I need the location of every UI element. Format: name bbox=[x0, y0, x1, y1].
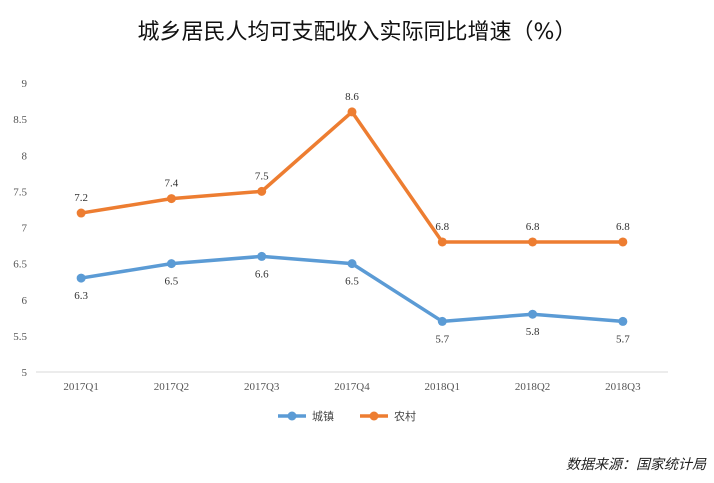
y-tick-label: 7 bbox=[22, 223, 28, 235]
x-tick-label: 2017Q2 bbox=[154, 381, 189, 393]
source-note: 数据来源：国家统计局 bbox=[566, 457, 706, 473]
legend-marker bbox=[369, 411, 379, 421]
series-lines bbox=[79, 110, 625, 324]
data-point bbox=[437, 316, 447, 326]
data-point bbox=[347, 107, 357, 117]
x-tick-label: 2017Q3 bbox=[244, 381, 280, 393]
x-tick-label: 2017Q4 bbox=[334, 381, 370, 393]
data-point bbox=[76, 208, 86, 218]
x-tick-label: 2017Q1 bbox=[63, 381, 98, 393]
y-tick-label: 6 bbox=[22, 295, 28, 307]
data-points bbox=[76, 107, 628, 326]
data-point bbox=[166, 194, 176, 204]
data-point bbox=[618, 316, 628, 326]
legend-label: 城镇 bbox=[312, 409, 334, 423]
data-point bbox=[528, 237, 538, 247]
data-label: 7.4 bbox=[165, 178, 179, 190]
x-tick-label: 2018Q3 bbox=[605, 381, 641, 393]
data-label: 7.2 bbox=[74, 192, 88, 204]
data-label: 5.7 bbox=[435, 333, 449, 345]
data-label: 6.8 bbox=[616, 221, 630, 233]
y-tick-label: 7.5 bbox=[13, 186, 27, 198]
y-tick-label: 5 bbox=[22, 367, 28, 379]
data-labels: 6.3 6.5 6.6 6.5 5.7 5.8 5.7 7.2 7.4 7.5 8.6 6.8 6.8 6… bbox=[74, 91, 630, 346]
data-label: 6.8 bbox=[526, 221, 540, 233]
y-tick-label: 8.5 bbox=[13, 114, 27, 126]
y-tick-label: 9 bbox=[22, 78, 28, 90]
legend: 城镇 农村 bbox=[278, 409, 416, 423]
data-label: 6.6 bbox=[255, 268, 269, 280]
data-label: 5.7 bbox=[616, 333, 630, 345]
data-label: 6.5 bbox=[165, 276, 179, 288]
y-tick-label: 5.5 bbox=[13, 331, 27, 343]
data-label: 6.5 bbox=[345, 276, 359, 288]
data-point bbox=[257, 186, 267, 196]
y-tick-label: 6.5 bbox=[13, 259, 27, 271]
data-point bbox=[76, 273, 86, 283]
data-label: 6.3 bbox=[74, 290, 88, 302]
y-axis-ticks: 5 5.5 6 6.5 7 7.5 8 8.5 9 bbox=[13, 78, 27, 379]
x-tick-label: 2018Q1 bbox=[425, 381, 460, 393]
data-point bbox=[166, 259, 176, 269]
x-axis-ticks: 2017Q1 2017Q2 2017Q3 2017Q4 2018Q1 2018Q2 2018… bbox=[63, 381, 641, 393]
chart-title: 城乡居民人均可支配收入实际同比增速（%） bbox=[137, 20, 577, 45]
data-label: 7.5 bbox=[255, 170, 269, 182]
legend-label: 农村 bbox=[394, 409, 416, 423]
data-label: 6.8 bbox=[435, 221, 449, 233]
series-line-农村 bbox=[79, 110, 625, 244]
data-label: 5.8 bbox=[526, 326, 540, 338]
y-tick-label: 8 bbox=[22, 150, 28, 162]
legend-marker bbox=[287, 411, 297, 421]
data-point bbox=[347, 259, 357, 269]
data-point bbox=[528, 309, 538, 319]
data-point bbox=[437, 237, 447, 247]
data-point bbox=[618, 237, 628, 247]
data-label: 8.6 bbox=[345, 91, 359, 103]
data-point bbox=[257, 251, 267, 261]
x-tick-label: 2018Q2 bbox=[515, 381, 550, 393]
